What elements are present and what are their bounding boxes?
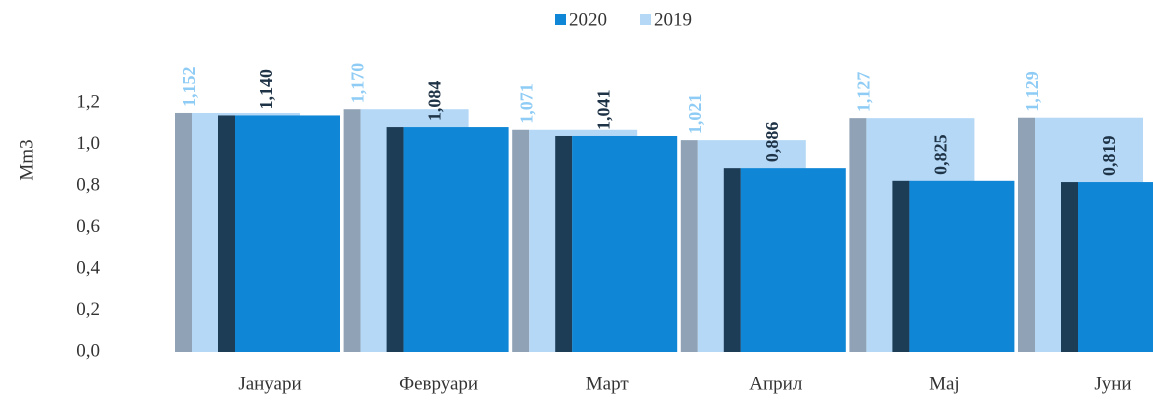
- bar-side: [343, 109, 361, 352]
- y-tick-label: 0,0: [76, 340, 100, 361]
- value-label: 1,129: [1022, 71, 1042, 112]
- value-label: 1,152: [179, 66, 199, 107]
- value-label: 0,886: [762, 122, 782, 163]
- y-tick-label: 0,2: [76, 299, 100, 320]
- value-label: 1,021: [685, 94, 705, 135]
- bar: [235, 115, 340, 352]
- x-tick-label: Јануари: [238, 373, 301, 394]
- x-tick-label: Март: [586, 373, 630, 394]
- legend-swatch: [555, 14, 566, 25]
- bar-side: [555, 135, 573, 352]
- legend-swatch: [640, 14, 651, 25]
- y-tick-label: 1,0: [76, 133, 100, 154]
- bar-side: [175, 112, 192, 353]
- bar-side: [849, 118, 867, 353]
- bar: [909, 180, 1015, 352]
- bar: [572, 135, 678, 352]
- bar-side: [1018, 117, 1035, 352]
- y-tick-label: 0,6: [76, 216, 100, 237]
- x-tick-label: Април: [749, 373, 803, 394]
- value-label: 1,084: [425, 81, 445, 122]
- value-label: 1,127: [854, 72, 874, 113]
- bar-side: [723, 168, 741, 352]
- y-tick-label: 1,2: [76, 91, 100, 112]
- bar-side: [1061, 182, 1078, 352]
- y-tick-label: 0,4: [76, 257, 100, 278]
- legend-label: 2019: [654, 9, 692, 30]
- bar: [1078, 182, 1153, 352]
- bar: [403, 127, 509, 352]
- y-axis-label: Mm3: [16, 139, 37, 180]
- bar-side: [386, 127, 404, 352]
- value-label: 1,140: [256, 69, 276, 110]
- x-tick-label: Февруари: [399, 373, 478, 394]
- bar-side: [892, 180, 910, 352]
- value-label: 0,825: [931, 134, 951, 175]
- value-label: 1,041: [593, 89, 613, 130]
- bar-side: [218, 115, 235, 352]
- legend-label: 2020: [569, 9, 607, 30]
- x-tick-label: Јуни: [1094, 373, 1131, 394]
- bar-side: [512, 129, 530, 352]
- value-label: 1,170: [348, 63, 368, 104]
- x-tick-label: Мај: [929, 373, 960, 394]
- bar: [740, 168, 846, 352]
- y-tick-label: 0,8: [76, 174, 100, 195]
- bar-side: [680, 140, 698, 352]
- value-label: 1,071: [516, 83, 536, 124]
- value-label: 0,819: [1099, 136, 1119, 177]
